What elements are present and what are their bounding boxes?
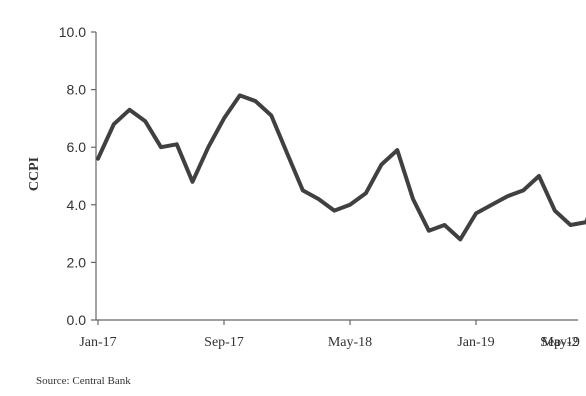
x-tick-label: Jan-19: [457, 335, 494, 350]
y-tick-label: 2.0: [67, 254, 87, 270]
x-tick-label: Jan-17: [79, 335, 116, 350]
y-axis-label: CCPI: [27, 157, 42, 191]
y-tick-label: 6.0: [67, 139, 87, 155]
x-tick-label: Sep-17: [204, 335, 244, 350]
plot-area: [96, 93, 586, 242]
x-tick-label: Sep-19: [540, 335, 580, 350]
y-tick-label: 10.0: [59, 24, 86, 40]
series-line: [96, 93, 586, 242]
x-tick-label: May-18: [328, 335, 372, 350]
y-axis: 0.0 2.0 4.0 6.0 8.0 10.0: [59, 24, 97, 328]
y-tick-label: 4.0: [67, 197, 87, 213]
y-tick-label: 0.0: [67, 312, 87, 328]
y-tick-label: 8.0: [67, 82, 87, 98]
x-tick-label: May-2: [541, 335, 578, 350]
source-note: Source: Central Bank: [36, 375, 131, 387]
